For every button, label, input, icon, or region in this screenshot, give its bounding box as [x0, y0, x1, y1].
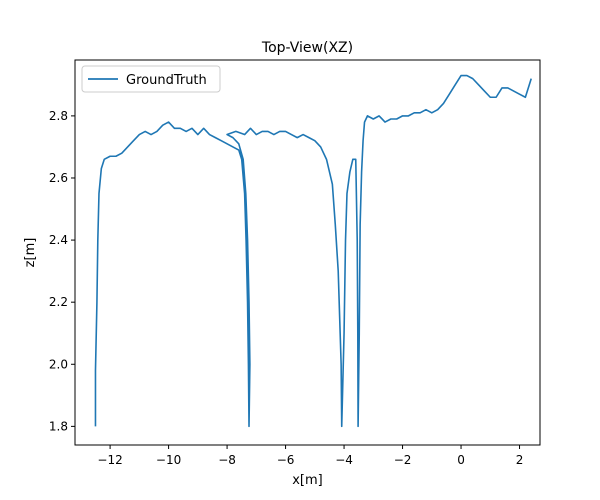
y-axis-label: z[m]	[23, 238, 38, 268]
y-tick-label: 2.2	[49, 295, 68, 309]
plot-area	[75, 60, 540, 445]
x-tick-label: −8	[218, 453, 236, 467]
x-tick-label: −2	[394, 453, 412, 467]
series-line-0	[94, 74, 532, 428]
y-tick-label: 2.4	[49, 233, 68, 247]
y-tick-label: 2.0	[49, 357, 68, 371]
y-tick-label: 1.8	[49, 419, 68, 433]
y-ticks: 1.8 2.0 2.2 2.4 2.6 2.8	[49, 109, 75, 433]
legend: GroundTruth	[81, 65, 221, 93]
y-tick-label: 2.6	[49, 171, 68, 185]
x-tick-label: 2	[516, 453, 524, 467]
x-tick-label: −6	[277, 453, 295, 467]
x-tick-label: −10	[156, 453, 181, 467]
series-layer	[94, 74, 532, 428]
plot-frame	[74, 59, 541, 446]
legend-box	[81, 65, 221, 93]
x-axis-label: x[m]	[292, 473, 323, 488]
x-tick-label: 0	[457, 453, 465, 467]
x-ticks: −12 −10 −8 −6 −4 −2 0 2	[97, 445, 523, 467]
y-tick-label: 2.8	[49, 109, 68, 123]
x-tick-label: −4	[335, 453, 353, 467]
chart-title: Top-View(XZ)	[261, 40, 353, 56]
legend-entry: GroundTruth	[126, 73, 207, 88]
x-tick-label: −12	[97, 453, 122, 467]
